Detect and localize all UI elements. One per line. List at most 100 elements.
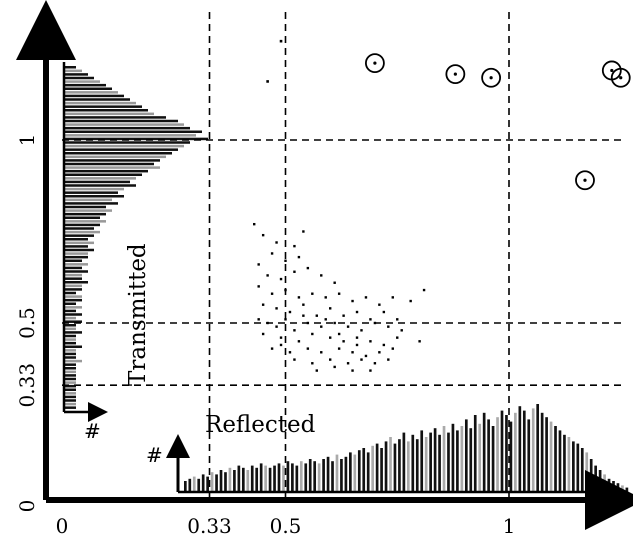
cluster-point [306,321,310,325]
reflected-bar [505,415,508,492]
y-tick-label: 0 [15,500,39,513]
reflected-bar [286,461,290,492]
reflected-bar [259,463,263,492]
reflected-bar [291,463,294,492]
transmitted-bar [64,116,166,119]
transmitted-bar [64,184,136,187]
cluster-point [302,314,305,317]
cluster-point [261,332,265,336]
reflected-bar [317,463,321,492]
cluster-point [378,351,381,354]
cluster-point [293,329,296,332]
reflected-bar [233,470,236,492]
cluster-point [266,321,269,325]
reflected-bar [558,430,562,492]
reflected-bar [491,426,495,492]
reflected-bar [612,481,615,492]
reflected-bar [299,461,303,492]
cluster-point [297,340,301,343]
cluster-point [257,263,260,266]
transmitted-bar [64,298,82,302]
transmitted-bar [64,238,88,241]
reflected-bar [415,439,419,492]
transmitted-bar [64,381,76,384]
cluster-point [337,292,341,295]
cluster-point [253,222,256,226]
cluster-point [333,281,336,284]
transmitted-bar [64,367,76,370]
transmitted-bar [64,295,82,298]
cluster-point [351,351,354,354]
cluster-point [279,277,283,281]
cluster-point [351,369,354,372]
transmitted-bar [64,134,196,137]
cluster-point [369,369,372,372]
cluster-point [329,358,332,361]
cluster-point [360,329,363,332]
transmitted-bar [64,352,76,356]
cluster-point [297,255,301,259]
transmitted-bar [64,395,76,399]
reflected-bar [429,432,432,492]
transmitted-bar [64,356,76,359]
cluster-point [409,299,412,303]
transmitted-bar [64,109,148,112]
transmitted-bar [64,341,76,345]
cluster-point [369,318,372,321]
reflected-bar [496,417,499,492]
reflected-bar [197,478,201,492]
cluster-point [261,303,265,306]
reflected-bar [295,465,299,492]
cluster-point [373,321,377,325]
x-tick-label: 0.33 [187,514,232,538]
reflected-bar [326,456,330,492]
cluster-point [346,325,350,328]
reflected-bar [438,434,441,492]
cluster-point [333,365,336,369]
cluster-point [306,347,310,350]
cluster-point [311,362,314,365]
reflected-bar [331,461,334,492]
cluster-point [391,296,394,299]
transmitted-bar [64,137,208,141]
transmitted-bar [64,69,82,73]
transmitted-bar [64,359,82,363]
reflected-bar [407,441,410,492]
transmitted-bar [64,87,112,91]
cluster-point [387,358,390,361]
cluster-point [270,347,274,350]
reflected-bar [607,478,611,492]
reflected-bar [335,454,339,492]
reflected-bar [273,465,276,492]
cluster-point [329,336,332,339]
transmitted-bar [64,313,82,316]
cluster-point [351,299,354,303]
transmitted-bar [64,241,94,245]
y-tick-label: 0.5 [15,307,39,339]
transmitted-bar [64,91,118,94]
cluster-point [396,318,399,321]
reflected-bar [340,459,343,492]
reflected-bar [563,434,566,492]
circled-points [364,53,631,191]
reflected-bar [268,467,272,492]
cluster-point [378,303,381,306]
transmitted-bar [64,169,148,173]
cluster-point [293,358,296,361]
reflected-bar [255,467,259,492]
cluster-point [329,307,332,310]
transmitted-bar [64,205,106,209]
transmitted-bar [64,202,118,205]
transmitted-bar [64,144,184,148]
transmitted-bar [64,76,94,80]
reflected-bar [349,452,352,492]
cluster-point [311,332,314,336]
transmitted-bar [64,266,82,270]
reflected-bar [215,474,218,492]
cluster-point [337,332,341,336]
reflected-bar [357,450,361,492]
transmitted-bar [64,388,76,392]
reflected-bar [482,412,486,492]
reflected-bar [585,452,589,492]
